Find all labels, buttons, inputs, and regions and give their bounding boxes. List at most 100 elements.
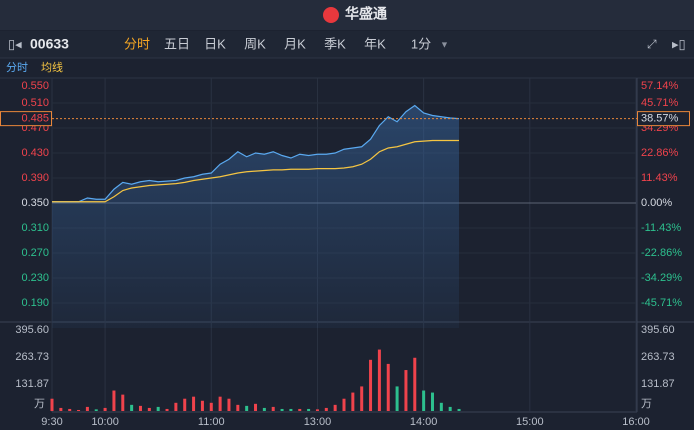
dropdown-icon[interactable]: ▼ (440, 39, 449, 49)
volume-bar (138, 405, 142, 411)
volume-bar (351, 392, 355, 411)
volume-bar (413, 357, 417, 411)
x-tick-label: 15:00 (516, 416, 544, 428)
volume-bar (430, 392, 434, 411)
legend: 分时 均线 (6, 60, 63, 74)
volume-bar (254, 403, 258, 411)
price-line (52, 139, 460, 203)
y-tick-label: 395.60 (641, 324, 675, 336)
volume-bar (94, 409, 98, 411)
volume-bar (77, 409, 81, 411)
volume-bar (192, 396, 196, 411)
volume-bar (59, 407, 63, 411)
y-tick-label: 0.550 (21, 80, 49, 92)
volume-bar (218, 396, 222, 411)
expand-icon[interactable]: ⤢ (646, 37, 657, 51)
volume-bar (245, 405, 249, 411)
x-tick-label: 9:30 (41, 416, 62, 428)
volume-bar (280, 408, 284, 411)
volume-bar (50, 398, 54, 411)
tab[interactable]: 年K (364, 36, 386, 51)
volume-bar (112, 390, 116, 411)
collapse-icon[interactable]: ▯◂ (8, 36, 22, 51)
y2-tick-label: -45.71% (641, 297, 682, 309)
volume-bar (404, 370, 408, 411)
volume-bar (448, 406, 452, 411)
y-tick-label: 0.310 (21, 222, 49, 234)
y2-tick-label: 45.71% (641, 97, 679, 109)
volume-bar (333, 404, 337, 411)
x-tick-label: 14:00 (410, 416, 438, 428)
tab[interactable]: 五日 (164, 36, 190, 51)
y2-tick-label: -22.86% (641, 247, 682, 259)
side-icon[interactable]: ▸▯ (672, 36, 686, 51)
volume-bar (68, 408, 72, 411)
volume-bar (298, 408, 302, 411)
last-price-label: 0.485 (21, 113, 49, 125)
tab[interactable]: 周K (244, 36, 266, 51)
volume-bar (307, 408, 311, 411)
volume-bar (183, 398, 187, 411)
brand-logo (323, 7, 339, 23)
y-tick-label: 395.60 (15, 324, 49, 336)
volume-bar (439, 402, 443, 411)
y-tick-label: 131.87 (641, 378, 675, 390)
y2-tick-label: 57.14% (641, 80, 679, 92)
legend-entry: 分时 (6, 61, 28, 74)
volume-bar (121, 394, 125, 411)
volume-bar (315, 409, 319, 411)
stock-code: 00633 (30, 36, 69, 52)
volume-bar (262, 407, 266, 411)
tab[interactable]: 季K (324, 36, 346, 51)
x-tick-label: 16:00 (622, 416, 650, 428)
last-change-label: 38.57% (641, 113, 679, 125)
last-change-box (637, 111, 690, 127)
y-tick-label: 0.270 (21, 247, 49, 259)
unit-label: 万 (34, 398, 45, 410)
brand: 华盛通 (345, 6, 387, 22)
x-tick-label: 13:00 (304, 416, 332, 428)
volume-bar (360, 386, 364, 411)
volume-bar (227, 398, 231, 411)
legend-entry: 均线 (41, 60, 63, 74)
y-tick-label: 0.350 (21, 197, 49, 209)
tab[interactable]: 月K (284, 36, 306, 51)
volume-bar (271, 406, 275, 411)
tab[interactable]: 分时 (124, 36, 150, 51)
y2-tick-label: 11.43% (641, 172, 678, 184)
volume-bar (342, 398, 346, 411)
y-tick-label: 0.510 (21, 97, 49, 109)
y-tick-label: 0.430 (21, 147, 49, 159)
volume-bar (156, 406, 160, 411)
volume-bar (289, 408, 293, 411)
tab[interactable]: 1分 (411, 36, 431, 51)
volume-bar (324, 407, 328, 411)
volume-bar (377, 349, 381, 411)
volume-bar (386, 363, 390, 411)
unit-label: 万 (641, 398, 652, 410)
y-tick-label: 0.230 (21, 272, 49, 284)
x-tick-label: 11:00 (198, 416, 225, 428)
y-tick-label: 0.190 (21, 297, 49, 309)
volume-bar (369, 359, 373, 411)
y-tick-label: 131.87 (15, 378, 49, 390)
volume-bar (174, 402, 178, 411)
tab[interactable]: 日K (204, 36, 226, 51)
volume-bar (395, 386, 399, 411)
volume-bar (165, 408, 169, 411)
volume-bar (103, 407, 107, 411)
volume-bar (85, 406, 89, 411)
y2-tick-label: 22.86% (641, 147, 679, 159)
y-tick-label: 263.73 (15, 351, 49, 363)
x-tick-label: 10:00 (91, 416, 119, 428)
volume-bar (236, 404, 240, 411)
volume-bar (209, 402, 213, 411)
top-bar (0, 0, 694, 30)
price-line (52, 104, 460, 203)
y2-tick-label: -34.29% (641, 272, 682, 284)
volume-bar (147, 407, 151, 411)
toolbar (0, 31, 694, 58)
last-price-box (0, 111, 52, 127)
volume-bar (457, 408, 461, 411)
